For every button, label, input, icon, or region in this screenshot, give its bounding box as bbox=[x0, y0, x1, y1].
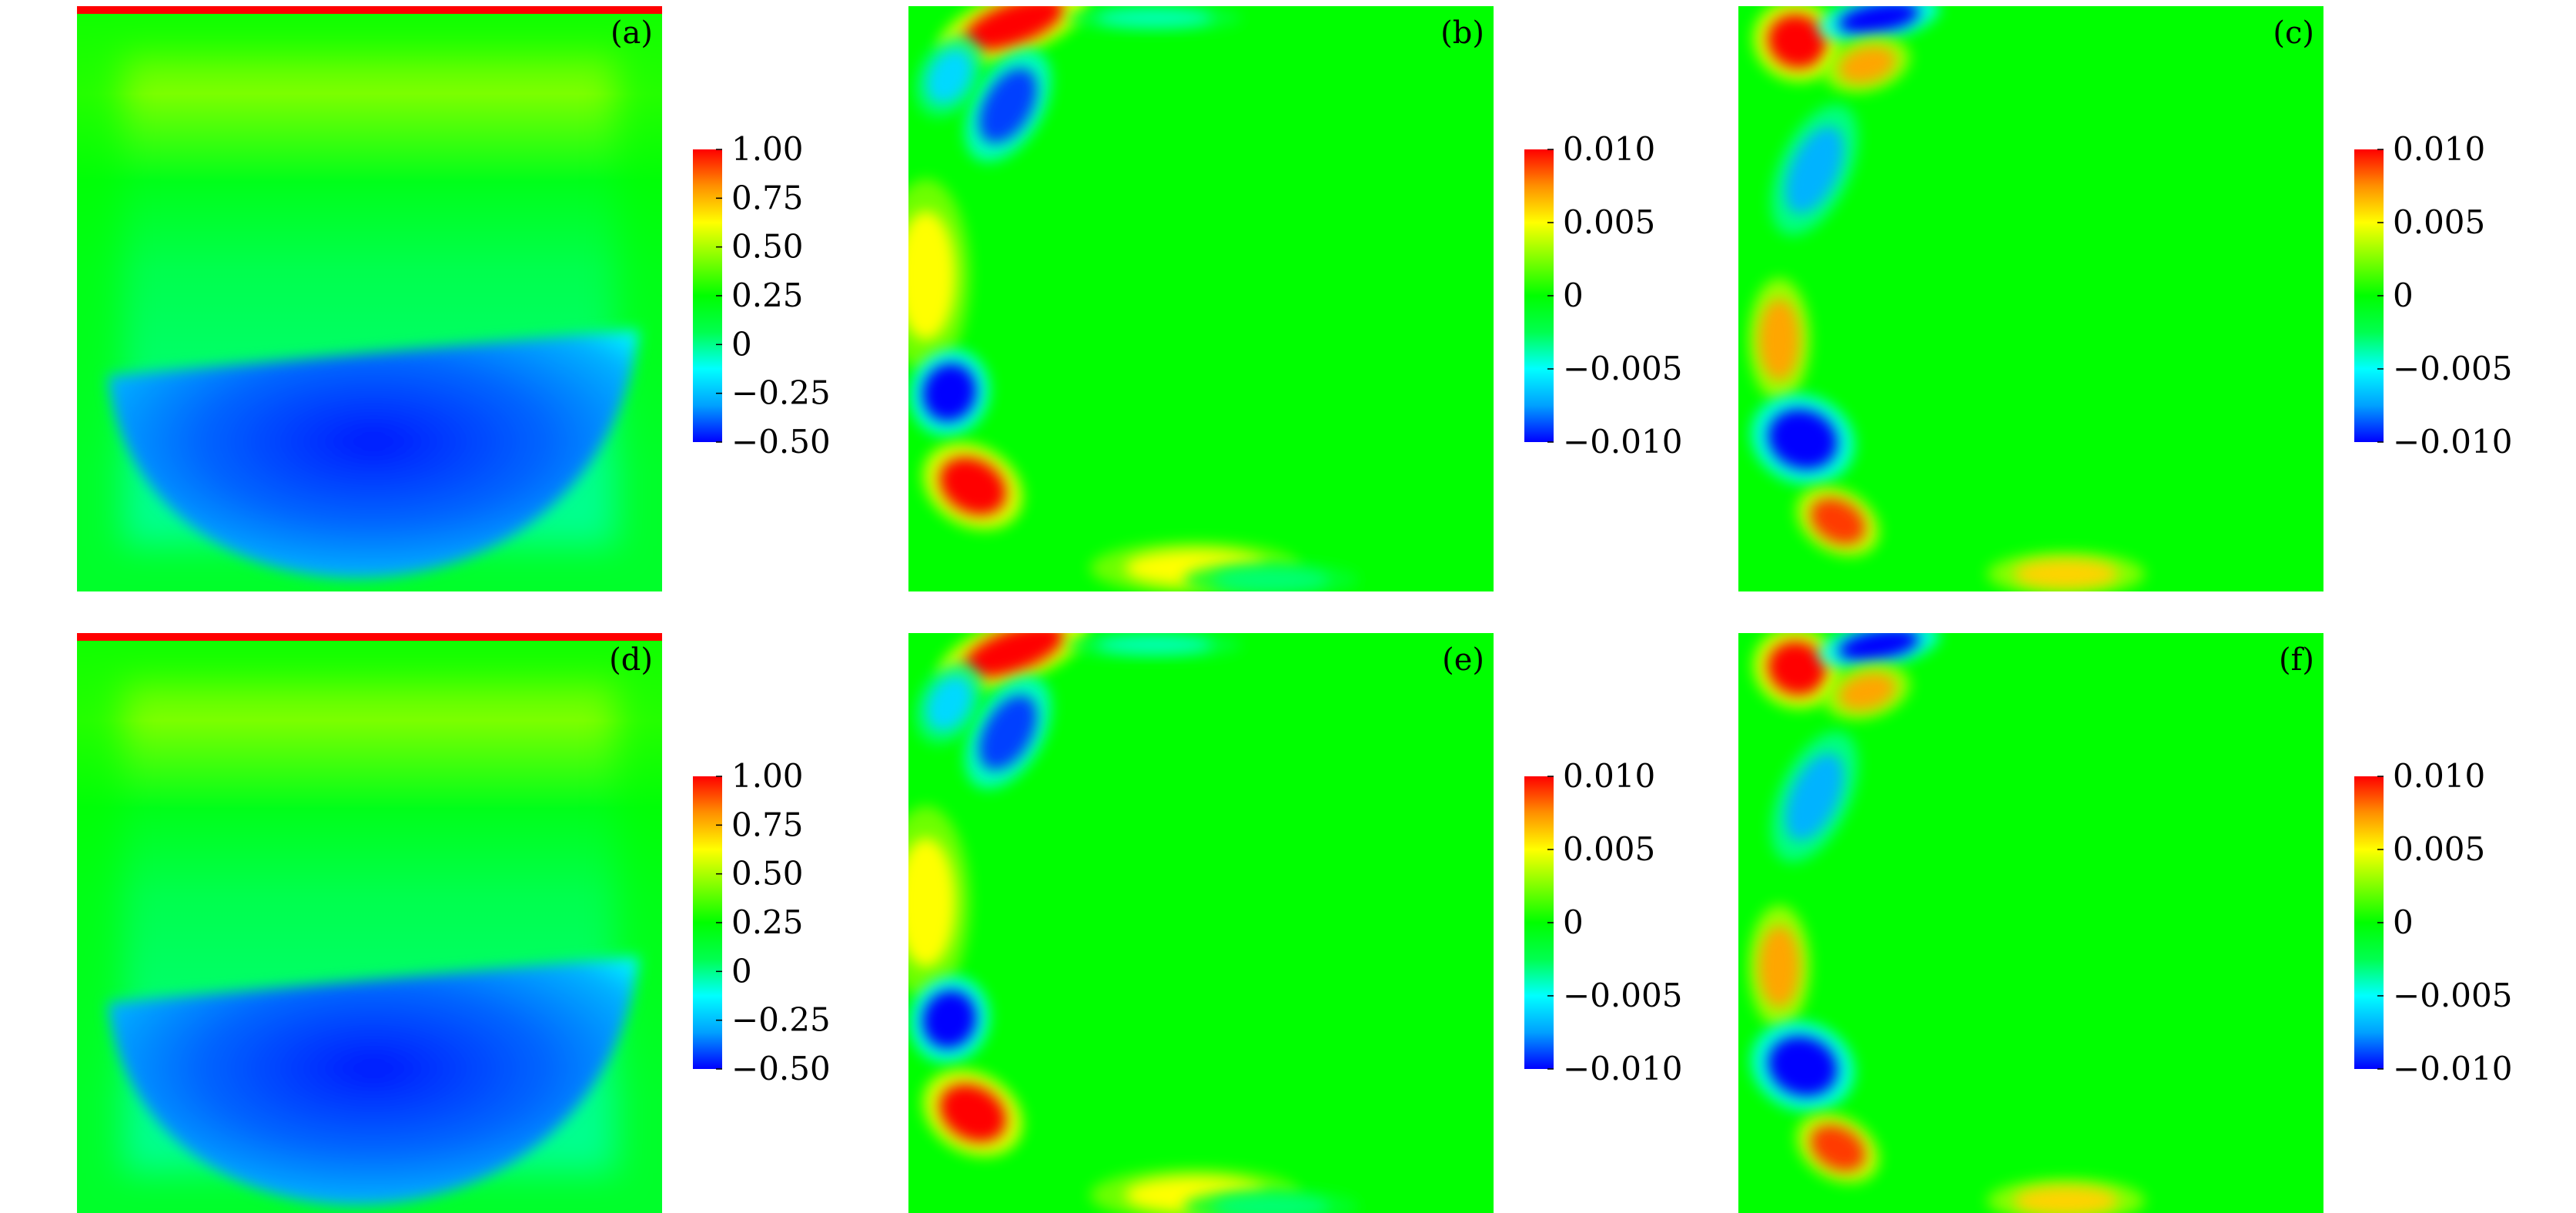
colorbar-tick-label: 0.75 bbox=[731, 806, 804, 843]
colorbar-tick-label: 0.50 bbox=[731, 228, 804, 266]
extremum-blob bbox=[1751, 1020, 1855, 1111]
extremum-blob bbox=[1771, 731, 1858, 863]
extremum-blob bbox=[915, 662, 984, 745]
colorbar-tick-label: −0.25 bbox=[731, 1001, 831, 1039]
colorbar-tick-label: 1.00 bbox=[731, 130, 804, 168]
panel-label: (e) bbox=[1442, 642, 1484, 678]
extremum-blob bbox=[1753, 6, 1841, 82]
panel-a: (a) −0.50 −0.25 0 0.25 0.50 0.75 1.00 bbox=[77, 6, 831, 591]
colorbar-tick-label: 0.010 bbox=[1563, 130, 1655, 168]
colorbar-tick-label: −0.005 bbox=[1563, 350, 1682, 387]
extremum-blob bbox=[1987, 1178, 2146, 1213]
panel-e: (e) −0.010 −0.005 0 0.005 0.010 bbox=[908, 633, 1682, 1213]
colorbar-tick-label: −0.005 bbox=[2393, 977, 2512, 1014]
extremum-blob bbox=[923, 443, 1023, 530]
extremum-blob bbox=[1824, 663, 1910, 720]
extremum-blob bbox=[1818, 6, 1940, 42]
extremum-blob bbox=[1751, 394, 1855, 484]
extremum-blob bbox=[1771, 104, 1858, 236]
extremum-blob bbox=[915, 35, 984, 118]
panel-d: (d) −0.50 −0.25 0 0.25 0.50 0.75 1.00 bbox=[77, 633, 831, 1213]
panel-label: (c) bbox=[2273, 15, 2314, 51]
colorbar-tick-label: −0.005 bbox=[2393, 350, 2512, 387]
lid-strip bbox=[77, 633, 662, 641]
colorbar-tick-label: 0.50 bbox=[731, 855, 804, 893]
colorbar-tick-label: 0 bbox=[2393, 903, 2414, 941]
colorbar-tick-label: 1.00 bbox=[731, 757, 804, 795]
extremum-blob bbox=[1066, 6, 1243, 32]
extremum-blob bbox=[1183, 562, 1360, 591]
colorbar-tick-label: 0 bbox=[2393, 276, 2414, 314]
heatmap-field bbox=[1738, 6, 2323, 591]
extremum-blob bbox=[1748, 278, 1811, 401]
panel-label: (f) bbox=[2279, 642, 2314, 678]
colorbar-tick-label: −0.005 bbox=[1563, 977, 1682, 1014]
extremum-blob bbox=[908, 806, 970, 999]
extremum-blob bbox=[1796, 1114, 1879, 1183]
colorbar-tick-label: 0.010 bbox=[1563, 757, 1655, 795]
colorbar-tick-label: −0.50 bbox=[731, 1050, 831, 1087]
heatmap-field bbox=[77, 6, 662, 591]
heatmap-field bbox=[908, 6, 1494, 591]
colorbar-tick-label: 0.25 bbox=[731, 276, 804, 314]
extremum-blob bbox=[965, 49, 1052, 162]
extremum-blob bbox=[909, 976, 990, 1063]
panel-f: (f) −0.010 −0.005 0 0.005 0.010 bbox=[1738, 633, 2512, 1213]
heatmap-field bbox=[908, 633, 1494, 1213]
colorbar-tick-label: 0.75 bbox=[731, 179, 804, 216]
colorbar-tick-label: 0.005 bbox=[2393, 830, 2485, 868]
heatmap-field bbox=[77, 633, 662, 1213]
colorbar-tick-label: −0.010 bbox=[1563, 423, 1682, 461]
colorbar-tick-label: −0.010 bbox=[1563, 1050, 1682, 1087]
colorbar-tick-label: 0.010 bbox=[2393, 130, 2485, 168]
panel-label: (a) bbox=[611, 15, 653, 51]
heatmap-field bbox=[1738, 633, 2323, 1213]
colorbar-tick-label: −0.010 bbox=[2393, 423, 2512, 461]
extremum-blob bbox=[1183, 1189, 1360, 1213]
extremum-blob bbox=[965, 676, 1052, 789]
extremum-blob bbox=[909, 349, 990, 436]
extremum-blob bbox=[1066, 633, 1243, 658]
extremum-blob bbox=[1818, 633, 1940, 669]
colorbar-tick-label: 0.005 bbox=[1563, 830, 1655, 868]
colorbar-tick-label: 0 bbox=[1563, 276, 1584, 314]
panel-c: (c) −0.010 −0.005 0 0.005 0.010 bbox=[1738, 6, 2512, 591]
panel-label: (b) bbox=[1440, 15, 1484, 51]
extremum-blob bbox=[908, 179, 970, 372]
extremum-blob bbox=[923, 1070, 1023, 1157]
extremum-blob bbox=[1753, 633, 1841, 709]
negative-bowl bbox=[108, 957, 639, 1205]
colorbar-tick-label: 0.005 bbox=[2393, 203, 2485, 241]
extremum-blob bbox=[1796, 487, 1879, 556]
colorbar-tick-label: 0 bbox=[1563, 903, 1584, 941]
colorbar-tick-label: −0.010 bbox=[2393, 1050, 2512, 1087]
extremum-blob bbox=[1987, 551, 2146, 591]
extremum-blob bbox=[1824, 36, 1910, 93]
colorbar-tick-label: −0.25 bbox=[731, 374, 831, 412]
colorbar-tick-label: 0.010 bbox=[2393, 757, 2485, 795]
extremum-blob bbox=[1748, 905, 1811, 1028]
lid-strip bbox=[77, 6, 662, 14]
panel-b: (b) −0.010 −0.005 0 0.005 0.010 bbox=[908, 6, 1682, 591]
colorbar-tick-label: 0.005 bbox=[1563, 203, 1655, 241]
colorbar-tick-label: −0.50 bbox=[731, 423, 831, 461]
panel-label: (d) bbox=[609, 642, 653, 678]
colorbar-tick-label: 0.25 bbox=[731, 903, 804, 941]
colorbar-tick-label: 0 bbox=[731, 325, 752, 363]
colorbar-tick-label: 0 bbox=[731, 952, 752, 990]
negative-bowl bbox=[108, 330, 639, 578]
